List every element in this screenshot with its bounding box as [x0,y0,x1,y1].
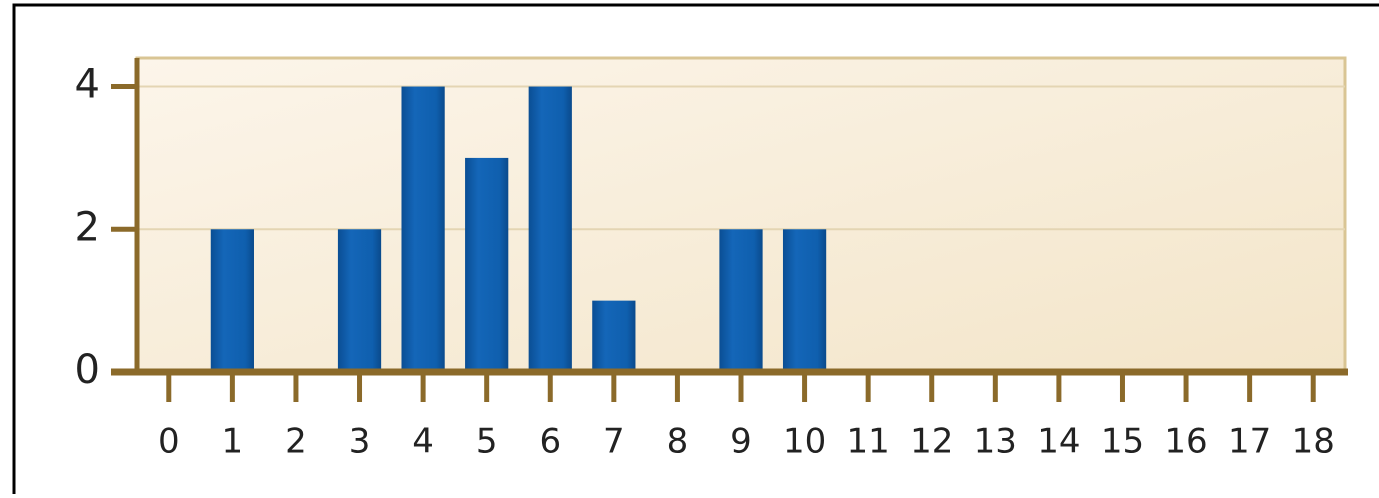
x-tick-label: 11 [847,422,890,462]
y-tick-label: 2 [75,204,100,250]
x-tick-label: 10 [783,422,826,462]
x-tick-label: 7 [603,422,625,462]
bar [782,229,827,372]
x-tick-label: 4 [412,422,434,462]
x-tick-label: 9 [730,422,752,462]
bar [401,86,445,372]
x-tick-label: 1 [222,422,244,462]
x-tick-label: 0 [158,422,180,462]
bar [465,157,509,372]
x-tick-label: 6 [539,422,561,462]
x-tick-label: 18 [1292,422,1335,462]
y-tick-label: 4 [75,62,100,108]
bar [592,300,636,372]
x-tick-label: 12 [910,422,953,462]
x-tick-label: 15 [1101,422,1144,462]
bar [528,86,572,372]
bar [337,229,382,372]
y-tick-label: 0 [75,347,100,393]
x-tick-label: 14 [1037,422,1080,462]
bar [719,229,763,372]
x-tick-label: 16 [1164,422,1207,462]
x-tick-label: 8 [667,422,689,462]
x-tick-label: 17 [1228,422,1271,462]
x-tick-label: 13 [974,422,1017,462]
x-tick-label: 5 [476,422,498,462]
x-tick-label: 3 [349,422,371,462]
bar [210,229,254,372]
x-tick-label: 2 [285,422,307,462]
